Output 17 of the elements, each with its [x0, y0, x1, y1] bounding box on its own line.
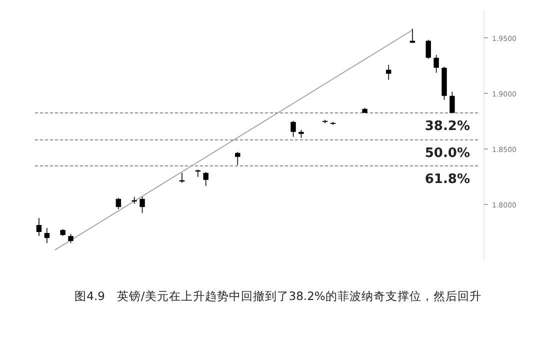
candlestick: [290, 120, 296, 138]
candlestick: [386, 64, 392, 80]
candlestick: [426, 39, 431, 60]
annotation: 50.0%: [424, 146, 470, 161]
candlestick: [450, 91, 455, 114]
candlestick: [235, 151, 240, 166]
candlestick: [116, 197, 122, 210]
candlestick: [410, 28, 416, 44]
annotation: 61.8%: [424, 172, 470, 187]
candlestick: [140, 196, 145, 214]
candlestick: [44, 228, 50, 244]
candlestick: [203, 171, 208, 186]
candlestick: [434, 54, 439, 74]
annotation: 38.2%: [424, 118, 470, 134]
candlestick: [322, 119, 328, 124]
candlestick: [36, 218, 42, 236]
text: 图4.9 英镑/美元在上升趋势中回撤到了38.2%的菲波纳奇支撑位，然后回升: [74, 289, 482, 303]
